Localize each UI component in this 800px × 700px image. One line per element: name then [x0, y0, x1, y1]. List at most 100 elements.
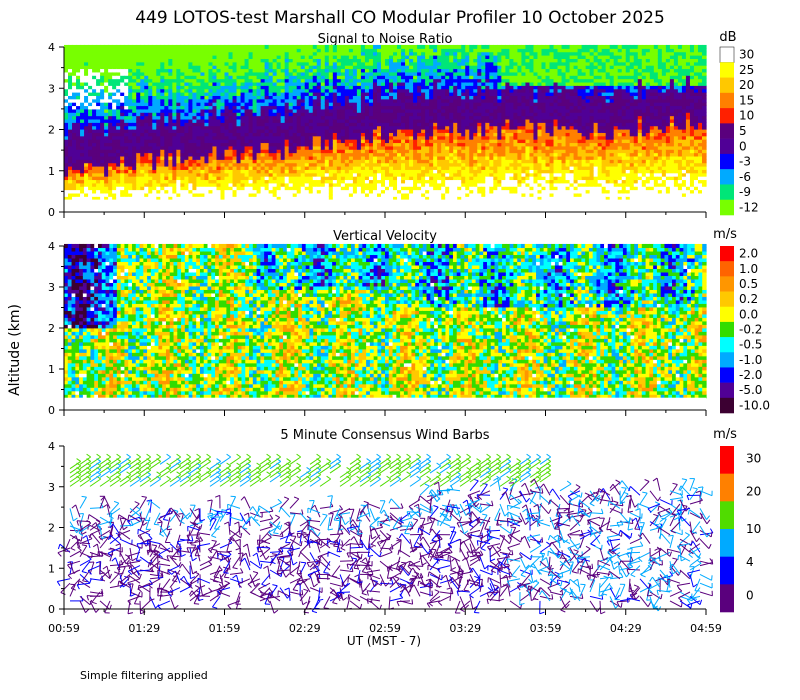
snr-cell: [232, 92, 238, 96]
snr-cell: [284, 125, 290, 130]
snr-cell: [324, 108, 330, 113]
snr-cell: [376, 85, 382, 90]
snr-cell: [164, 196, 169, 201]
snr-cell: [332, 196, 338, 201]
snr-cell: [364, 189, 370, 194]
snr-cell: [196, 118, 202, 123]
snr-cell: [264, 55, 270, 59]
snr-cell: [136, 152, 141, 157]
snr-cell: [413, 55, 418, 59]
snr-cell: [252, 159, 258, 164]
snr-cell: [240, 58, 246, 63]
snr-cell: [429, 145, 434, 150]
snr-cell: [64, 112, 69, 117]
snr-cell: [148, 98, 153, 103]
snr-cell: [232, 65, 238, 70]
snr-cell: [232, 105, 238, 110]
snr-cell: [296, 58, 302, 63]
snr-cell: [244, 125, 250, 130]
snr-cell: [80, 65, 85, 70]
snr-cell: [380, 125, 386, 130]
snr-cell: [128, 108, 133, 113]
snr-cell: [236, 81, 242, 86]
snr-cell: [124, 155, 129, 160]
snr-cell: [264, 152, 270, 157]
snr-cell: [336, 78, 342, 83]
snr-cell: [352, 55, 358, 59]
snr-cell: [304, 98, 310, 103]
snr-cell: [413, 51, 418, 56]
snr-cell: [68, 65, 73, 70]
snr-cell: [112, 78, 117, 83]
snr-cell: [348, 44, 354, 49]
snr-cell: [204, 176, 210, 181]
snr-cell: [316, 139, 322, 144]
snr-cell: [216, 186, 222, 191]
snr-cell: [385, 186, 390, 191]
snr-cell: [164, 75, 169, 80]
snr-cell: [401, 48, 406, 53]
snr-cell: [112, 44, 117, 49]
snr-cell: [236, 196, 242, 201]
snr-cell: [172, 189, 177, 194]
snr-cell: [352, 132, 358, 137]
snr-cell: [288, 186, 294, 191]
snr-cell: [336, 88, 342, 93]
snr-cell: [364, 145, 370, 150]
snr-cell: [240, 102, 246, 107]
snr-cell: [336, 182, 342, 187]
snr-cell: [356, 155, 362, 160]
snr-cell: [212, 105, 218, 110]
snr-cell: [156, 55, 161, 59]
snr-cell: [445, 92, 450, 96]
snr-cell: [437, 51, 442, 56]
snr-cell: [80, 92, 85, 96]
snr-cell: [164, 95, 169, 100]
snr-cell: [200, 196, 206, 201]
snr-cell: [180, 139, 185, 144]
snr-cell: [380, 176, 386, 181]
snr-cell: [84, 135, 89, 140]
snr-cell: [208, 189, 214, 194]
snr-cell: [441, 135, 446, 140]
snr-cell: [220, 179, 226, 184]
snr-cell: [128, 196, 133, 201]
snr-cell: [397, 196, 402, 201]
snr-cell: [397, 189, 402, 194]
snr-cell: [344, 142, 350, 147]
snr-cell: [429, 68, 434, 73]
snr-cell: [401, 149, 406, 154]
snr-cell: [76, 92, 81, 96]
snr-cell: [88, 182, 93, 187]
snr-cell: [244, 48, 250, 53]
snr-cell: [116, 189, 121, 194]
snr-cell: [272, 115, 278, 120]
snr-cell: [176, 142, 181, 147]
snr-cell: [100, 98, 105, 103]
snr-cell: [212, 192, 218, 197]
snr-cell: [164, 122, 169, 127]
snr-cell: [280, 58, 286, 63]
snr-cell: [268, 172, 274, 177]
snr-cell: [288, 102, 294, 107]
snr-cell: [76, 196, 81, 201]
snr-cell: [232, 186, 238, 191]
snr-cell: [449, 92, 454, 96]
snr-cell: [352, 149, 358, 154]
snr-cell: [425, 125, 430, 130]
snr-cell: [417, 98, 422, 103]
snr-cell: [393, 192, 398, 197]
snr-cell: [376, 132, 382, 137]
snr-cell: [152, 125, 157, 130]
snr-cell: [224, 55, 230, 59]
snr-cell: [380, 61, 386, 66]
snr-cell: [156, 129, 161, 133]
snr-cell: [112, 115, 117, 120]
snr-cell: [312, 196, 318, 201]
snr-cell: [236, 95, 242, 100]
snr-cell: [144, 182, 149, 187]
snr-cell: [172, 61, 177, 66]
snr-cell: [272, 71, 278, 76]
snr-cell: [232, 61, 238, 66]
snr-cell: [144, 61, 149, 66]
